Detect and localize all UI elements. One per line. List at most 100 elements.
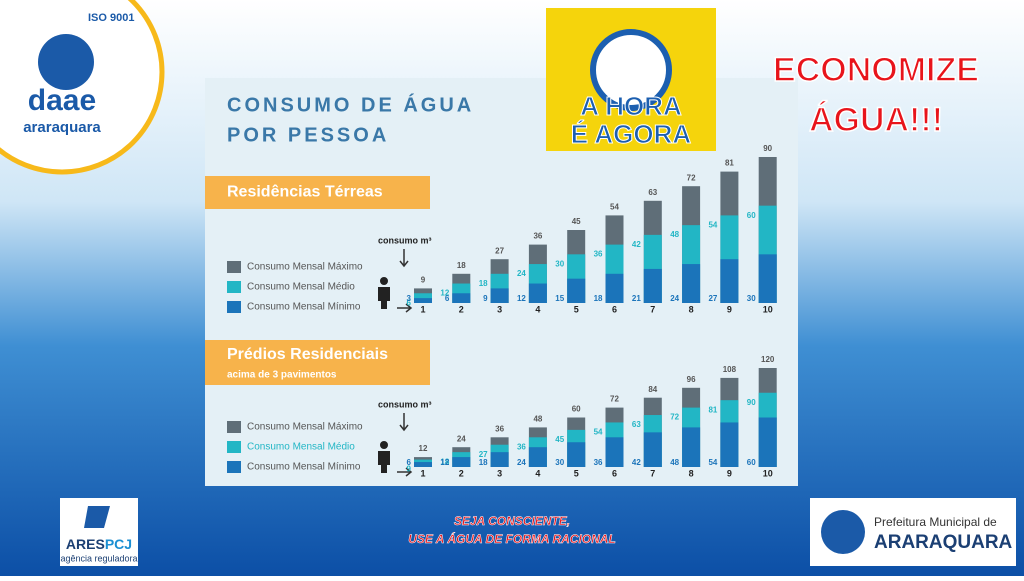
person-body [378, 287, 390, 309]
value-label: 84 [648, 385, 657, 394]
bar [720, 422, 739, 467]
bar [720, 259, 739, 303]
value-label: 48 [670, 230, 679, 239]
legend-label: Consumo Mensal Médio [247, 442, 355, 453]
value-label: 12 [440, 458, 449, 467]
person-body [378, 451, 390, 473]
arrow-down [399, 413, 409, 432]
x-tick-label: 6 [612, 468, 617, 478]
value-label: 90 [747, 398, 756, 407]
x-tick-label: 2 [459, 468, 464, 478]
bar [643, 432, 662, 467]
value-label: 36 [594, 458, 603, 467]
value-label: 36 [533, 232, 542, 241]
value-label: 12 [517, 294, 526, 303]
bar [567, 278, 586, 303]
chart-header [205, 176, 430, 209]
person-head [380, 441, 388, 449]
value-label: 24 [670, 294, 679, 303]
x-tick-label: 2 [459, 304, 464, 314]
value-label: 54 [610, 203, 619, 212]
bar [682, 264, 701, 303]
value-label: 36 [517, 442, 526, 451]
slogan: ECONOMIZE [773, 51, 979, 89]
bar [452, 457, 471, 467]
legend-label: Consumo Mensal Médio [247, 282, 355, 293]
x-tick-label: 9 [727, 468, 732, 478]
value-label: 96 [687, 375, 696, 384]
legend-swatch [227, 421, 241, 433]
x-tick-label: 4 [535, 468, 540, 478]
bar [490, 288, 509, 303]
value-label: 48 [533, 415, 542, 424]
legend-swatch [227, 461, 241, 473]
prefeitura-line1: Prefeitura Municipal de [874, 515, 997, 529]
value-label: 54 [594, 428, 603, 437]
person-head [380, 277, 388, 285]
value-label: 72 [687, 173, 696, 182]
ares-name: ARESPCJ [66, 536, 132, 552]
value-label: 30 [747, 294, 756, 303]
chart-title: Prédios Residenciais [227, 346, 388, 363]
bar [682, 427, 701, 467]
x-tick-label: 1 [420, 304, 425, 314]
x-tick-label: 7 [650, 304, 655, 314]
x-tick-label: 4 [535, 304, 540, 314]
x-tick-label: 10 [763, 304, 773, 314]
bar [643, 268, 662, 303]
badge-text: É AGORA [571, 119, 692, 149]
logo-iso: ISO 9001 [88, 12, 134, 24]
bar [605, 437, 624, 467]
value-label: 30 [555, 458, 564, 467]
arrow-right [397, 303, 413, 313]
x-tick-label: 1 [420, 468, 425, 478]
value-label: 21 [632, 294, 641, 303]
value-label: 36 [594, 250, 603, 259]
footer-text: USE A ÁGUA DE FORMA RACIONAL [408, 531, 616, 546]
value-label: 15 [555, 294, 564, 303]
legend-label: Consumo Mensal Mínimo [247, 302, 361, 313]
value-label: 48 [670, 458, 679, 467]
bar [452, 293, 471, 303]
value-label: 42 [632, 240, 641, 249]
value-label: 6 [445, 294, 450, 303]
value-label: 60 [747, 458, 756, 467]
bar [414, 298, 432, 303]
value-label: 18 [479, 458, 488, 467]
heading: POR PESSOA [227, 124, 389, 146]
logo-circle [0, 0, 165, 175]
value-label: 27 [495, 246, 504, 255]
chart-header [205, 340, 430, 385]
chart-title: Residências Térreas [227, 184, 383, 201]
value-label: 63 [648, 188, 657, 197]
value-label: 27 [479, 450, 488, 459]
value-label: 9 [483, 294, 488, 303]
legend-swatch [227, 261, 241, 273]
heading: CONSUMO DE ÁGUA [227, 93, 474, 116]
logo-name: daae [28, 84, 96, 117]
x-tick-label: 8 [689, 304, 694, 314]
y-axis-label: consumo m³ [378, 399, 432, 409]
value-label: 81 [725, 159, 734, 168]
x-tick-label: 8 [689, 468, 694, 478]
value-label: 18 [594, 294, 603, 303]
value-label: 108 [723, 365, 737, 374]
arrow-right [397, 467, 413, 477]
legend-label: Consumo Mensal Máximo [247, 262, 363, 273]
value-label: 6 [407, 298, 412, 307]
legend-swatch [227, 441, 241, 453]
slogan: ÁGUA!!! [809, 101, 943, 139]
y-axis-label: consumo m³ [378, 235, 432, 245]
value-label: 60 [747, 211, 756, 220]
value-label: 12 [440, 289, 449, 298]
x-tick-label: 5 [574, 468, 579, 478]
ares-name-a: ARES [66, 536, 105, 552]
legend-swatch [227, 301, 241, 313]
bar [414, 462, 432, 467]
value-label: 24 [517, 458, 526, 467]
value-label: 9 [407, 465, 412, 474]
prefeitura-line2: ARARAQUARA [874, 532, 1013, 553]
value-label: 6 [407, 458, 412, 467]
x-tick-label: 6 [612, 304, 617, 314]
